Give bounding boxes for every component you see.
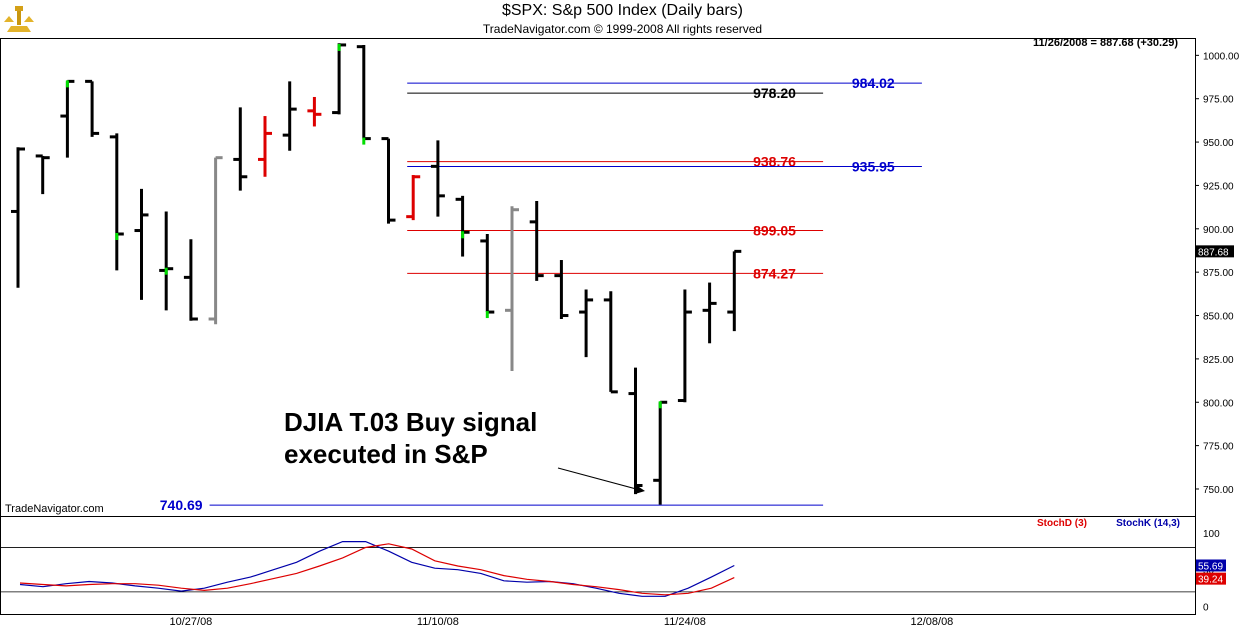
date-tick-label: 11/10/08 — [417, 616, 459, 628]
level-label: 874.27 — [753, 265, 796, 281]
stoch-legend-item: StochK (14,3) — [1116, 518, 1180, 529]
level-label: 984.02 — [852, 75, 895, 91]
annotation-line1: DJIA T.03 Buy signal — [284, 407, 537, 437]
stoch-tick-label: 0 — [1203, 603, 1209, 614]
last-price-tag — [1196, 245, 1234, 258]
plot-frame — [0, 38, 1196, 615]
price-tick-label: 775.00 — [1203, 442, 1234, 453]
copyright-subtitle: TradeNavigator.com © 1999-2008 All right… — [482, 22, 763, 36]
annotation-arrow — [557, 467, 645, 494]
last-price-label: 887.68 — [1198, 247, 1229, 258]
price-tick-label: 850.00 — [1203, 312, 1234, 323]
stoch-legend-item: StochD (3) — [1037, 518, 1087, 529]
price-tick-label: 950.00 — [1203, 138, 1234, 149]
stoch-d-tag — [1196, 572, 1226, 585]
price-tick-label: 1000.00 — [1203, 51, 1240, 62]
level-label: 899.05 — [753, 222, 796, 238]
date-tick-label: 10/27/08 — [169, 616, 212, 628]
level-label: 935.95 — [852, 158, 895, 174]
stoch-k-tag — [1196, 559, 1226, 572]
watermark-label: TradeNavigator.com — [5, 503, 104, 515]
stoch-k-last-label: 55.69 — [1198, 561, 1223, 572]
level-label: 938.76 — [753, 154, 796, 170]
price-tick-label: 875.00 — [1203, 268, 1234, 279]
stoch-tick-label: 100 — [1203, 529, 1220, 540]
date-tick-label: 11/24/08 — [664, 616, 706, 628]
level-label: 740.69 — [160, 497, 203, 513]
price-tick-label: 925.00 — [1203, 181, 1234, 192]
stoch-series-line — [19, 543, 735, 596]
price-tick-label: 750.00 — [1203, 485, 1234, 496]
last-quote-label: 11/26/2008 = 887.68 (+30.29) — [1033, 37, 1178, 49]
date-tick-label: 12/08/08 — [910, 616, 953, 628]
stoch-series-line — [19, 540, 735, 597]
chart-title: $SPX: S&p 500 Index (Daily bars) — [501, 2, 743, 19]
level-label: 978.20 — [753, 85, 796, 101]
trade-navigator-logo — [2, 2, 36, 36]
price-tick-label: 800.00 — [1203, 398, 1234, 409]
price-tick-label: 825.00 — [1203, 355, 1234, 366]
price-tick-label: 975.00 — [1203, 95, 1234, 106]
stoch-d-last-label: 39.24 — [1198, 575, 1223, 586]
annotation-line2: executed in S&P — [284, 439, 488, 469]
price-tick-label: 900.00 — [1203, 225, 1234, 236]
